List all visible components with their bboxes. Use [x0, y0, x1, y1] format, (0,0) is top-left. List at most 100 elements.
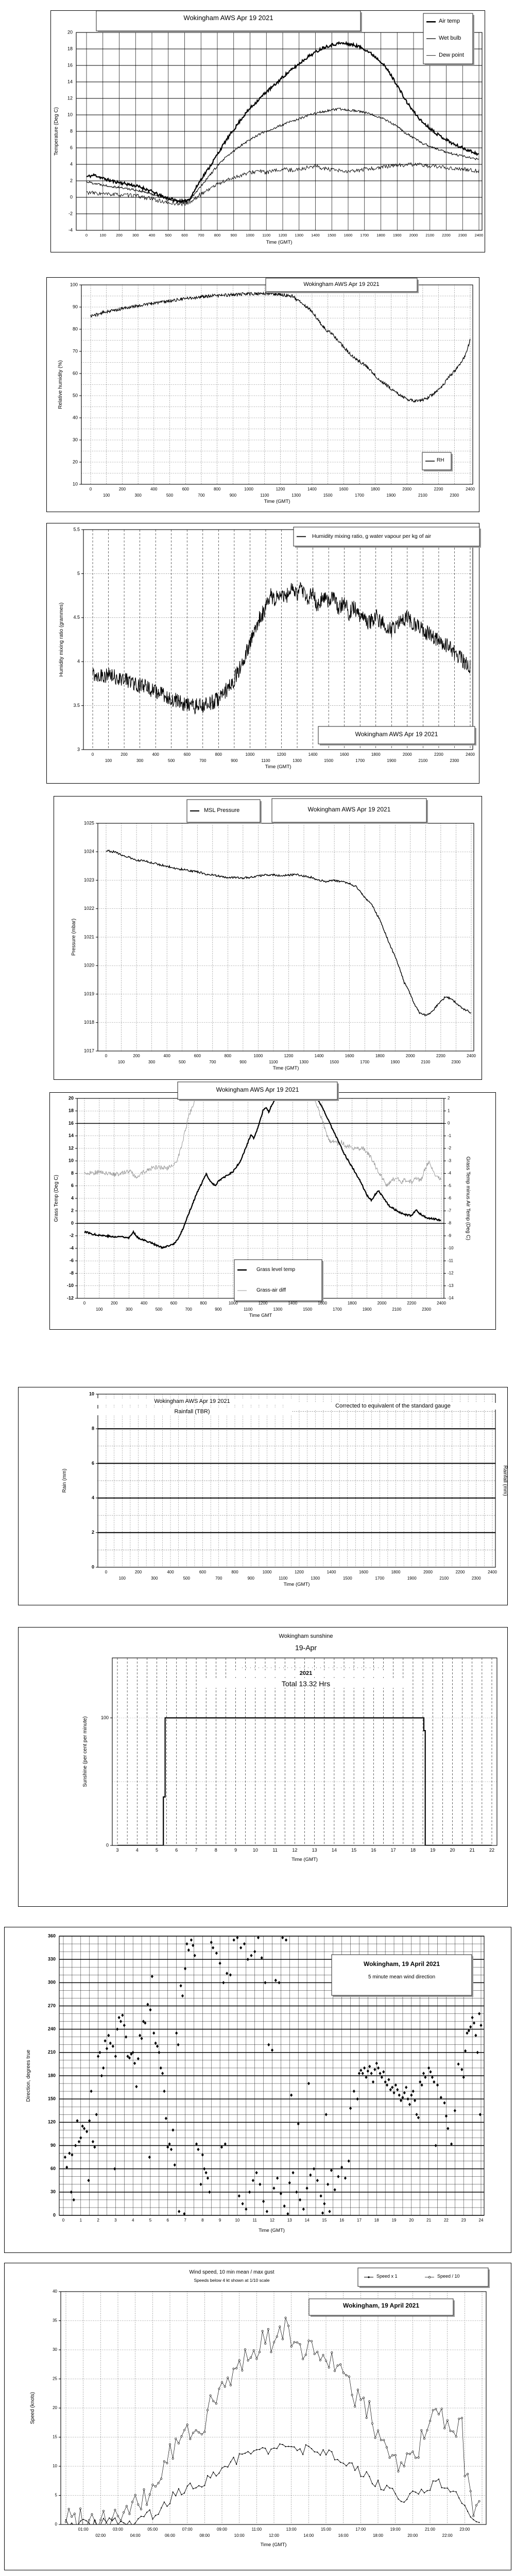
x-tick: 11:00 [252, 2527, 262, 2532]
x-tick: 1000 [229, 1301, 238, 1306]
y-tick: 1020 [84, 963, 94, 968]
x-tick: 1600 [318, 1301, 327, 1306]
y-tick: -4 [70, 1245, 74, 1250]
y-tick: 35 [53, 2318, 57, 2323]
y-tick: 10 [89, 1391, 94, 1396]
x-tick: 1500 [328, 233, 336, 238]
y2-tick: -12 [448, 1271, 454, 1276]
x-tick: 0 [85, 233, 88, 238]
y-tick: 8 [92, 1426, 94, 1431]
y-tick: 0 [106, 1842, 109, 1848]
x-tick: 1600 [344, 233, 353, 238]
x-tick: 2300 [472, 1576, 481, 1581]
wind-direction-points [63, 1936, 483, 2215]
x-tick: 2000 [423, 1570, 433, 1574]
y-tick: -10 [67, 1283, 74, 1288]
x-tick: 1600 [345, 1054, 354, 1058]
y-tick: 15 [53, 2435, 57, 2439]
y-tick: 20 [53, 2405, 57, 2410]
x-tick: 1400 [311, 233, 320, 238]
x-tick: 2100 [418, 758, 427, 763]
y-tick: 4 [77, 659, 80, 664]
y-tick: -12 [67, 1295, 74, 1300]
y-tick: 14 [67, 79, 73, 84]
x-tick: 400 [150, 487, 158, 492]
x-tick: 1400 [307, 487, 317, 492]
x-tick: 23:00 [459, 2527, 470, 2532]
x-tick: 700 [215, 1576, 222, 1581]
x-tick: 15:00 [321, 2527, 332, 2532]
x-tick: 1400 [288, 1301, 297, 1306]
x-tick: 0 [105, 1570, 108, 1574]
y-tick: -8 [70, 1270, 74, 1276]
y-tick: 300 [48, 1980, 56, 1985]
x-tick: 2400 [467, 1054, 476, 1058]
x-tick: 800 [231, 1570, 238, 1574]
x-tick: 1200 [284, 1054, 294, 1058]
y-tick: 40 [73, 415, 78, 420]
x-tick: 1500 [343, 1576, 352, 1581]
x-tick: 1800 [375, 1054, 385, 1058]
x-tick: 1600 [359, 1570, 368, 1574]
x-axis-title: Time (GMT) [291, 1857, 318, 1862]
y-axis-title: Speed (knots) [30, 2392, 36, 2424]
x-tick: 2400 [466, 752, 475, 757]
x-tick: 2200 [434, 752, 443, 757]
x-axis-title: Time GMT [249, 1313, 272, 1318]
y-tick: 10 [73, 481, 78, 486]
y-tick: 16 [68, 1121, 74, 1126]
x-axis-title: Time (GMT) [259, 2228, 285, 2233]
y-tick: 6 [92, 1461, 94, 1466]
x-tick: 1500 [323, 493, 333, 498]
x-tick: 900 [239, 1060, 247, 1064]
x-tick: 11 [253, 2218, 258, 2223]
y2-tick: 2 [448, 1096, 450, 1100]
y-axis-title: Direction, degrees true [26, 2049, 31, 2102]
x-tick: 500 [168, 758, 175, 763]
y-tick: 90 [50, 2143, 56, 2148]
x-tick: 2300 [450, 758, 459, 763]
y-tick: 90 [73, 304, 78, 309]
x-tick: 20 [450, 1848, 455, 1853]
x-tick: 200 [133, 1054, 140, 1058]
x-tick: 1600 [340, 752, 349, 757]
y-tick: 10 [68, 1158, 74, 1163]
y2-tick: -6 [448, 1196, 452, 1200]
x-tick: 1800 [348, 1301, 357, 1306]
x-tick: 3 [114, 2218, 117, 2223]
x-tick: 1300 [299, 1060, 308, 1064]
x-tick: 100 [119, 1576, 126, 1581]
x-tick: 15 [322, 2218, 327, 2223]
y2-tick: 1 [448, 1108, 450, 1113]
x-tick: 100 [96, 1307, 103, 1312]
chart-mixing-ratio: 5.5 5 4.5 4 3.5 3 Humidity mixing ratio (gramm… [46, 523, 481, 784]
x-tick: 1900 [387, 758, 396, 763]
x-tick: 0 [62, 2218, 65, 2223]
x-tick: 900 [230, 233, 237, 238]
x-tick: 3 [116, 1848, 118, 1853]
x-tick: 1700 [355, 493, 364, 498]
y-tick: 80 [73, 326, 78, 331]
x-tick: 800 [215, 752, 222, 757]
x-tick: 1400 [315, 1054, 324, 1058]
y2-tick: -10 [448, 1246, 454, 1250]
x-tick: 03:00 [113, 2527, 124, 2532]
y2-tick: 0 [448, 1121, 450, 1126]
y-tick: 0 [92, 1564, 94, 1569]
y-tick: -4 [68, 227, 73, 232]
x-tick: 1600 [339, 487, 348, 492]
y-tick: 1018 [84, 1020, 94, 1025]
y-tick: 120 [48, 2120, 56, 2125]
x-tick: 2300 [452, 1060, 461, 1064]
x-tick: 1800 [391, 1570, 401, 1574]
y-tick: 20 [68, 1095, 74, 1100]
x-tick: 11 [272, 1848, 277, 1853]
x-tick: 1700 [360, 233, 369, 238]
x-tick: 22 [444, 2218, 449, 2223]
y2-tick: -8 [448, 1221, 452, 1226]
chart-wind-direction: 3603303002702402101801501209060300Direct… [4, 1927, 511, 2253]
x-tick: 09:00 [217, 2527, 228, 2532]
x-tick: 5 [149, 2218, 152, 2223]
x-axis-title: Time (GMT) [264, 499, 290, 504]
chart-sunshine: 100 0 Sunshine (per cent per minute) 3 4 5 6 7 8… [18, 1627, 508, 1907]
